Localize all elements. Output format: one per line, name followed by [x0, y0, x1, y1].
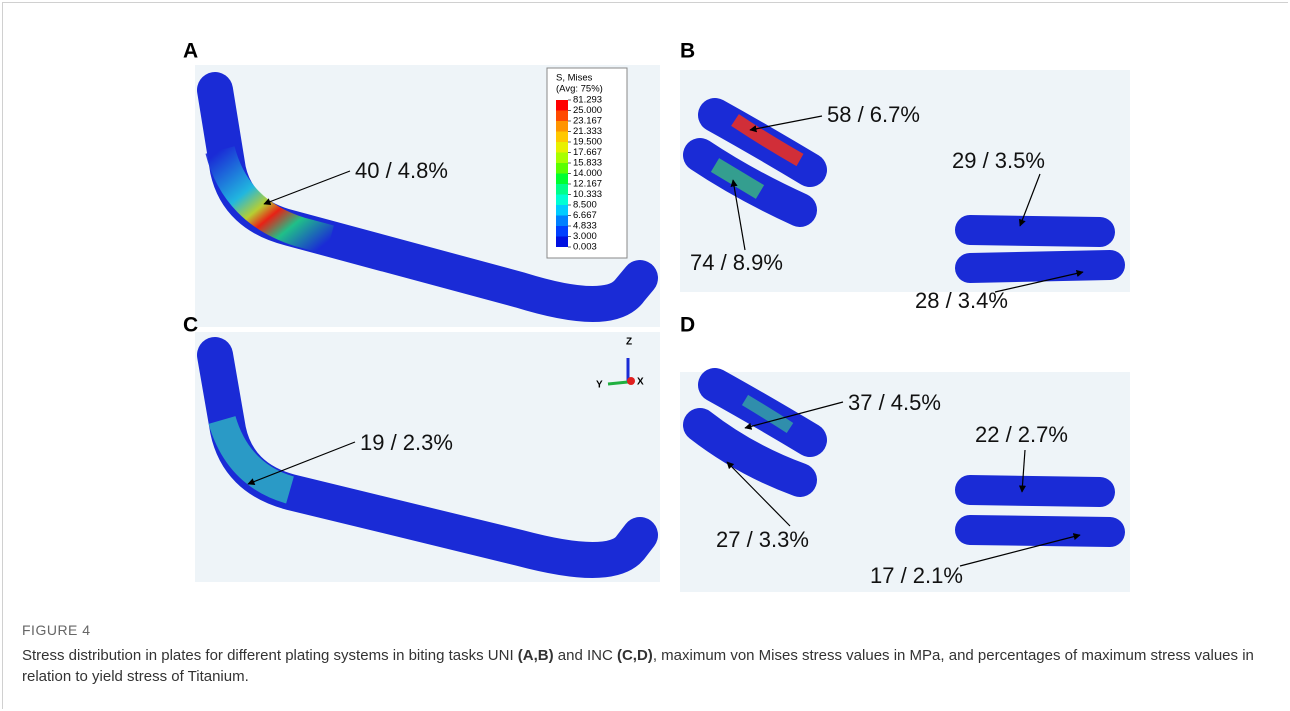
- legend-level: 3.000: [573, 231, 597, 242]
- legend-level: 15.833: [573, 158, 602, 169]
- axis-label: Y: [596, 380, 603, 391]
- legend-level: 14.000: [573, 168, 602, 179]
- legend-swatch: [556, 226, 568, 237]
- plate: [970, 230, 1100, 232]
- legend-swatch: [556, 205, 568, 216]
- caption-part: and INC: [554, 647, 617, 664]
- legend-swatch: [556, 184, 568, 195]
- axis-label: Z: [626, 337, 632, 348]
- legend-level: 4.833: [573, 221, 597, 232]
- annotation: 74 / 8.9%: [690, 250, 783, 275]
- legend-swatch: [556, 163, 568, 174]
- page: S, Mises (Avg: 75%) 81.29325.00023.16721…: [0, 0, 1290, 711]
- plate: [970, 490, 1100, 492]
- annotation: 29 / 3.5%: [952, 148, 1045, 173]
- panel-label: B: [680, 40, 695, 63]
- axis-y: [608, 382, 628, 384]
- annotation: 40 / 4.8%: [355, 158, 448, 183]
- legend-level: 12.167: [573, 179, 602, 190]
- legend-level: 0.003: [573, 242, 597, 253]
- legend-swatch: [556, 174, 568, 185]
- caption-part: Stress distribution in plates for differ…: [22, 647, 518, 664]
- legend-level: 10.333: [573, 189, 602, 200]
- legend-swatch: [556, 195, 568, 206]
- legend-swatch: [556, 132, 568, 143]
- annotation: 58 / 6.7%: [827, 102, 920, 127]
- plate: [970, 530, 1110, 532]
- legend-swatch: [556, 111, 568, 122]
- figure: S, Mises (Avg: 75%) 81.29325.00023.16721…: [0, 0, 1290, 610]
- axis-x: [627, 377, 635, 385]
- panel-label: A: [183, 40, 198, 63]
- legend-swatch: [556, 121, 568, 132]
- annotation: 27 / 3.3%: [716, 527, 809, 552]
- caption-part: (C,D): [617, 647, 653, 664]
- legend-swatch: [556, 100, 568, 111]
- panel-label: C: [183, 314, 198, 337]
- legend-swatch: [556, 142, 568, 153]
- legend-level: 8.500: [573, 200, 597, 211]
- annotation: 22 / 2.7%: [975, 422, 1068, 447]
- annotation: 19 / 2.3%: [360, 430, 453, 455]
- legend-level: 21.333: [573, 126, 602, 137]
- legend-level: 19.500: [573, 137, 602, 148]
- annotation: 17 / 2.1%: [870, 563, 963, 588]
- panel-label: D: [680, 314, 695, 337]
- caption-text: Stress distribution in plates for differ…: [22, 645, 1262, 687]
- legend-swatch: [556, 216, 568, 227]
- legend-level: 6.667: [573, 210, 597, 221]
- annotation: 28 / 3.4%: [915, 288, 1008, 313]
- legend-level: 23.167: [573, 116, 602, 127]
- legend-title: S, Mises: [556, 73, 593, 84]
- legend-swatch: [556, 153, 568, 164]
- legend-level: 81.293: [573, 95, 602, 106]
- caption-part: (A,B): [518, 647, 554, 664]
- legend-subtitle: (Avg: 75%): [556, 84, 603, 95]
- caption: FIGURE 4 Stress distribution in plates f…: [22, 620, 1262, 687]
- legend-scale: 81.29325.00023.16721.33319.50017.66715.8…: [556, 95, 602, 253]
- legend-swatch: [556, 237, 568, 248]
- axis-label: X: [637, 377, 644, 388]
- legend-level: 25.000: [573, 105, 602, 116]
- annotation: 37 / 4.5%: [848, 390, 941, 415]
- caption-label: FIGURE 4: [22, 620, 1262, 641]
- legend-level: 17.667: [573, 147, 602, 158]
- plate: [970, 265, 1110, 268]
